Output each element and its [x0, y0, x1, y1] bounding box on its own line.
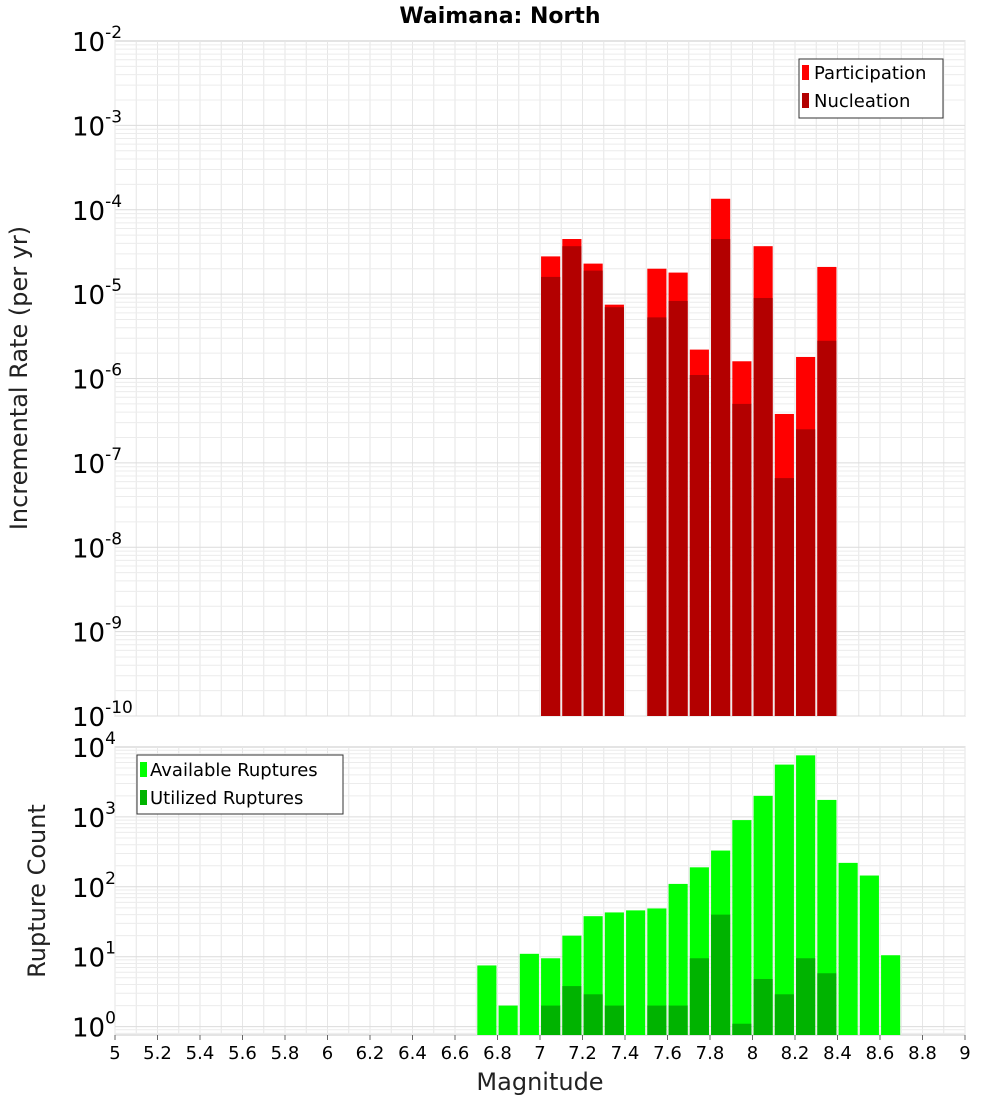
bar-utilized — [753, 978, 773, 1035]
bar-nucleation — [732, 403, 752, 716]
y-tick-label: 10-8 — [72, 529, 122, 564]
y-tick-label: 10-7 — [72, 445, 122, 480]
legend-participation-swatch — [802, 65, 809, 80]
legend-available-label: Available Ruptures — [150, 760, 318, 781]
x-tick-label: 8.2 — [781, 1043, 810, 1064]
bar-utilized — [689, 958, 709, 1035]
x-axis-label: Magnitude — [476, 1068, 603, 1096]
bar-available — [732, 820, 752, 1035]
bar-available — [477, 965, 497, 1035]
bar-available — [838, 862, 858, 1035]
x-tick-label: 5.8 — [271, 1043, 300, 1064]
y-tick-label: 103 — [72, 799, 116, 834]
legend-participation-label: Participation — [814, 63, 926, 84]
x-tick-label: 8.4 — [823, 1043, 852, 1064]
bar-nucleation — [774, 478, 794, 716]
bar-available — [498, 1005, 518, 1035]
bar-nucleation — [668, 300, 688, 716]
bar-utilized — [732, 1023, 752, 1035]
y-tick-label: 10-9 — [72, 614, 122, 649]
x-tick-label: 7 — [534, 1043, 545, 1064]
bar-utilized — [668, 1005, 688, 1035]
y-tick-label: 100 — [72, 1009, 116, 1044]
bar-nucleation — [817, 340, 837, 716]
bar-available — [668, 883, 688, 1035]
bar-available — [519, 953, 539, 1035]
bar-available — [774, 764, 794, 1035]
x-tick-label: 6.8 — [483, 1043, 512, 1064]
x-tick-label: 7.4 — [611, 1043, 640, 1064]
top-panel: 10-10 10-9 10-8 10-7 10-6 10-5 10-4 10-3 10-2 In… — [5, 23, 966, 733]
bar-nucleation — [583, 270, 603, 716]
bar-nucleation — [796, 429, 816, 716]
y-tick-label: 10-3 — [72, 107, 122, 142]
bar-available — [881, 955, 901, 1035]
bar-utilized — [562, 986, 582, 1035]
bar-utilized — [774, 994, 794, 1035]
bar-utilized — [541, 1005, 561, 1035]
bottom-legend: Available Ruptures Utilized Ruptures — [136, 754, 344, 815]
bottom-bars — [477, 755, 901, 1035]
x-tick-label: 6.4 — [398, 1043, 427, 1064]
x-tick-label: 5.6 — [228, 1043, 257, 1064]
x-tick-label: 6.2 — [356, 1043, 385, 1064]
bar-utilized — [796, 958, 816, 1035]
y-tick-label: 10-5 — [72, 276, 122, 311]
bar-nucleation — [647, 317, 667, 716]
x-tick-label: 8 — [747, 1043, 758, 1064]
x-tick-label: 9 — [959, 1043, 970, 1064]
x-tick-label: 8.6 — [866, 1043, 895, 1064]
bar-nucleation — [541, 276, 561, 716]
bar-nucleation — [689, 375, 709, 716]
chart-title: Waimana: North — [399, 4, 600, 29]
x-tick-label: 7.2 — [568, 1043, 597, 1064]
y-tick-label: 10-2 — [72, 23, 122, 58]
x-tick-label: 6.6 — [441, 1043, 470, 1064]
x-ticks: 5 5.2 5.4 5.6 5.8 6 6.2 6.4 6.6 6.8 7 7.2 7.4 7.6 7.8 8… — [109, 1035, 971, 1064]
legend-nucleation-swatch — [802, 93, 809, 108]
bottom-y-ticks: 100 101 102 103 104 — [72, 729, 116, 1044]
bar-utilized — [647, 1005, 667, 1035]
top-y-ticks: 10-10 10-9 10-8 10-7 10-6 10-5 10-4 10-3 10-2 — [72, 23, 133, 733]
x-tick-label: 7.6 — [653, 1043, 682, 1064]
x-tick-label: 7.8 — [696, 1043, 725, 1064]
y-tick-label: 10-4 — [72, 192, 122, 227]
bar-available — [626, 910, 646, 1035]
bottom-y-axis-label: Rupture Count — [23, 804, 51, 978]
bottom-legend-box — [136, 754, 344, 815]
bar-available — [647, 908, 667, 1035]
top-y-axis-label: Incremental Rate (per yr) — [5, 226, 33, 530]
bar-utilized — [583, 994, 603, 1035]
y-tick-label: 10-6 — [72, 361, 122, 396]
top-bars — [541, 198, 837, 717]
bar-nucleation — [753, 297, 773, 716]
bar-nucleation — [604, 307, 624, 716]
top-legend: Participation Nucleation — [798, 58, 944, 119]
bar-available — [859, 875, 879, 1035]
x-tick-label: 5 — [109, 1043, 120, 1064]
x-tick-label: 5.4 — [186, 1043, 215, 1064]
top-grid — [114, 41, 966, 717]
bar-utilized — [817, 973, 837, 1035]
bottom-panel: 100 101 102 103 104 5 5.2 5.4 5.6 5.8 6 6.2 6.4 6.6 6… — [23, 729, 971, 1096]
legend-nucleation-label: Nucleation — [814, 91, 910, 112]
y-tick-label: 10-10 — [72, 698, 133, 733]
x-tick-label: 5.2 — [143, 1043, 172, 1064]
bar-utilized — [604, 1005, 624, 1035]
legend-utilized-label: Utilized Ruptures — [150, 788, 303, 809]
y-tick-label: 101 — [72, 939, 116, 974]
bar-nucleation — [562, 246, 582, 716]
top-legend-box — [798, 58, 944, 119]
bar-available — [604, 912, 624, 1035]
x-tick-label: 6 — [322, 1043, 333, 1064]
bar-utilized — [711, 914, 731, 1035]
x-tick-label: 8.8 — [908, 1043, 937, 1064]
legend-utilized-swatch — [140, 790, 147, 805]
y-tick-label: 104 — [72, 729, 116, 764]
bar-available — [753, 795, 773, 1035]
y-tick-label: 102 — [72, 869, 116, 904]
bar-nucleation — [711, 239, 731, 716]
legend-available-swatch — [140, 762, 147, 777]
